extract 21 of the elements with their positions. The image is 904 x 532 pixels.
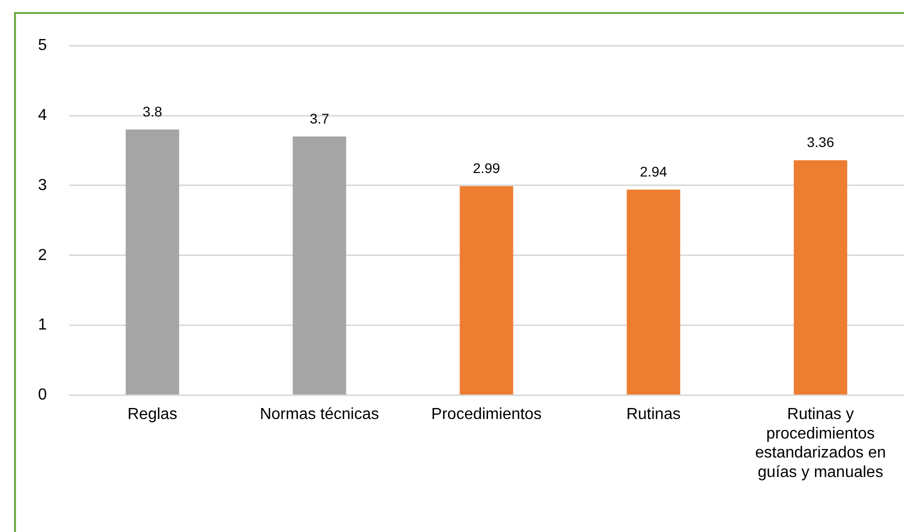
x-tick-label: Normas técnicas: [260, 406, 380, 424]
x-tick-label: Rutinas: [626, 406, 681, 424]
bar: [460, 186, 514, 394]
bar: [126, 130, 180, 394]
data-label: 3.8: [142, 103, 162, 120]
y-tick-label: 5: [38, 37, 47, 54]
x-tick-label: Reglas: [128, 406, 178, 424]
y-tick-label: 2: [38, 246, 47, 264]
x-tick-label: Rutinas y procedimientos estandarizados en guías y manuales: [755, 406, 886, 481]
y-tick-label: 0: [38, 386, 47, 404]
bar: [794, 160, 848, 394]
y-tick-label: 1: [38, 316, 47, 334]
bar: [626, 190, 680, 394]
data-label: 2.99: [472, 160, 500, 176]
y-tick-label: 3: [38, 176, 47, 194]
data-label: 2.94: [640, 163, 668, 180]
x-tick-label: Procedimientos: [431, 406, 542, 424]
bar: [292, 136, 346, 394]
y-tick-label: 4: [38, 106, 47, 124]
data-label: 3.36: [806, 134, 834, 150]
data-label: 3.7: [310, 110, 330, 126]
